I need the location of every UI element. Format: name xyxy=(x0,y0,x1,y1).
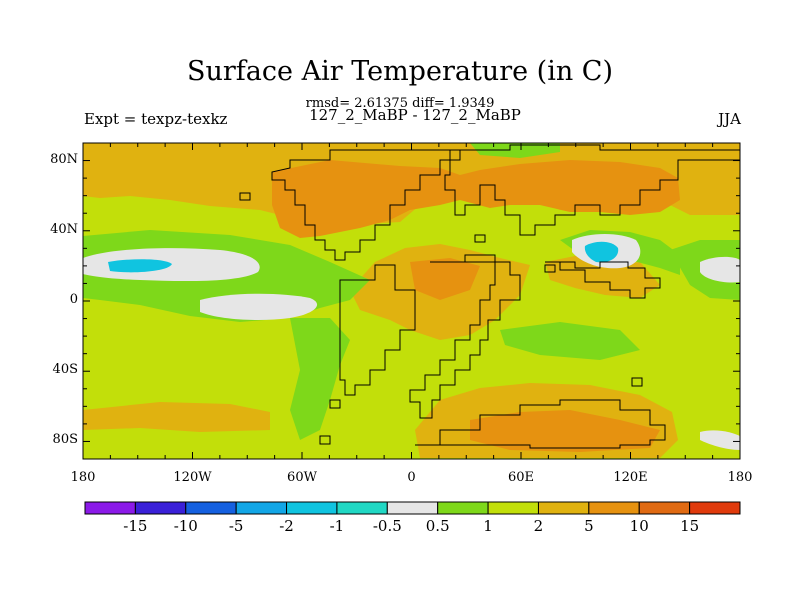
colorbar-swatch xyxy=(689,501,741,515)
lon-tick-label: 180 xyxy=(70,470,96,485)
field-cyan-asia xyxy=(584,241,619,263)
colorbar-label: 0.5 xyxy=(425,517,450,535)
coastline-antarctica xyxy=(415,399,666,449)
lon-tick-label: 120E xyxy=(613,470,648,485)
lat-tick-label: 80N xyxy=(50,151,78,167)
colorbar-swatch xyxy=(336,501,388,515)
colorbar-swatch xyxy=(185,501,237,515)
colorbar-swatch xyxy=(588,501,640,515)
coastline-island-5 xyxy=(319,435,331,445)
coastline-island-1 xyxy=(239,192,251,201)
lon-tick-label: 180 xyxy=(727,470,753,485)
colorbar-label: -2 xyxy=(279,517,294,535)
lat-tick-label: 80S xyxy=(52,432,78,448)
field-darkorange-south xyxy=(470,410,660,452)
colorbar-label: 2 xyxy=(533,517,544,535)
lat-tick-label: 40N xyxy=(50,221,78,237)
field-green-atlantic xyxy=(290,318,350,440)
colorbar-label: 15 xyxy=(680,517,700,535)
coastline-island-3 xyxy=(544,264,556,273)
colorbar-swatch xyxy=(286,501,338,515)
colorbar-swatch xyxy=(487,501,539,515)
colorbar-swatch xyxy=(537,501,590,515)
lon-tick-label: 0 xyxy=(407,470,416,485)
colorbar-label: -1 xyxy=(329,517,345,535)
lat-tick-label: 40S xyxy=(52,362,78,378)
colorbar-label: -0.5 xyxy=(372,517,402,535)
colorbar xyxy=(84,501,741,515)
colorbar-swatch xyxy=(437,501,489,515)
colorbar-label: 10 xyxy=(629,517,649,535)
coastlines xyxy=(239,144,740,449)
field-orange-india xyxy=(545,255,660,298)
field-orange-southpac xyxy=(83,402,270,432)
colorbar-swatch xyxy=(134,501,187,515)
coastline-africa xyxy=(409,254,521,419)
colorbar-label: 1 xyxy=(483,517,493,535)
season-label: JJA xyxy=(718,110,741,128)
colorbar-swatch xyxy=(386,501,439,515)
colorbar-swatch xyxy=(84,501,136,515)
coastline-north-america xyxy=(271,149,461,261)
coastline-island-2 xyxy=(474,234,486,243)
colorbar-swatch xyxy=(638,501,691,515)
experiment-pair-label: 127_2_MaBP - 127_2_MaBP xyxy=(309,106,521,124)
field-darkorange-eurasia xyxy=(272,160,680,238)
colorbar-label: -5 xyxy=(228,517,244,535)
field-white-westpac xyxy=(700,256,740,283)
coastline-island-4 xyxy=(329,399,341,409)
axis-ticks xyxy=(82,142,741,460)
field-green-arctic xyxy=(470,143,560,158)
coastline-south-america xyxy=(339,264,416,396)
colorbar-label: -15 xyxy=(123,517,148,535)
temperature-field xyxy=(83,143,740,459)
field-cyan-eastpac xyxy=(108,259,172,273)
lat-tick-label: 0 xyxy=(69,292,78,307)
coastline-island-6 xyxy=(631,377,643,387)
field-darkorange-africa xyxy=(410,258,480,300)
field-white-tropatl xyxy=(200,293,318,320)
colorbar-label: -10 xyxy=(173,517,198,535)
colorbar-label: 5 xyxy=(584,517,594,535)
coastline-eurasia xyxy=(444,144,740,236)
field-green-india-ocean xyxy=(500,322,640,360)
lon-tick-label: 60W xyxy=(287,470,317,485)
colorbar-swatch xyxy=(235,501,288,515)
map-title: Surface Air Temperature (in C) xyxy=(187,56,613,87)
experiment-label: Expt = texpz-texkz xyxy=(84,110,228,128)
map-subtitle: rmsd= 2.61375 diff= 1.9349 xyxy=(305,96,495,111)
field-white-south xyxy=(700,430,740,450)
lon-tick-label: 120W xyxy=(173,470,212,485)
coastline-australia xyxy=(545,261,661,299)
lon-tick-label: 60E xyxy=(507,470,535,485)
